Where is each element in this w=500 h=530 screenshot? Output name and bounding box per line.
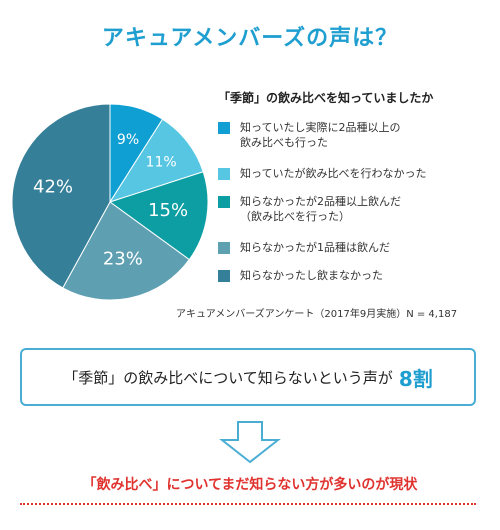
legend-swatch [218, 122, 230, 134]
legend-item: 知らなかったが2品種以上飲んだ （飲み比べを行った） [218, 194, 488, 224]
legend-swatch [218, 270, 230, 282]
pie-slice [62, 201, 190, 301]
callout-box: 「季節」の飲み比べについて知らないという声が 8割 [20, 348, 476, 406]
legend-swatch [218, 242, 230, 254]
legend-swatch [218, 168, 230, 180]
legend-label: 知っていたし実際に2品種以上の 飲み比べも行った [240, 121, 401, 149]
pie-slice [108, 118, 204, 203]
pie-slice-label: 9% [117, 132, 139, 148]
legend-label: 知らなかったが2品種以上飲んだ （飲み比べを行った） [240, 195, 401, 223]
legend-item: 知っていたが飲み比べを行わなかった [218, 166, 488, 181]
callout-highlight: 8割 [398, 366, 433, 391]
legend-item: 知らなかったが1品種は飲んだ [218, 240, 488, 255]
legend-label: 知らなかったが1品種は飲んだ [240, 241, 390, 254]
callout-text: 「季節」の飲み比べについて知らないという声が [63, 368, 393, 387]
legend-swatch [218, 196, 230, 208]
legend-item: 知っていたし実際に2品種以上の 飲み比べも行った [218, 120, 488, 150]
pie-slice-label: 15% [148, 200, 188, 221]
legend-label: 知っていたが飲み比べを行わなかった [240, 167, 427, 180]
down-arrow-icon [219, 421, 281, 464]
pie-chart: 9% 11% 15% 23% 42% [11, 103, 209, 301]
survey-source: アキュアメンバーズアンケート（2017年9月実施）N = 4,187 [176, 309, 458, 320]
legend-label: 知らなかったし飲まなかった [240, 269, 383, 282]
conclusion-text: 「飲み比べ」についてまだ知らない方が多いのが現状 [82, 477, 418, 493]
pie-slice-label: 42% [33, 176, 73, 197]
dotted-divider [20, 503, 476, 505]
pie-slice-label: 11% [146, 154, 177, 170]
chart-question: 「季節」の飲み比べを知っていましたか [218, 91, 434, 105]
page-title: アキュアメンバーズの声は？ [101, 26, 399, 51]
pie-slice-label: 23% [103, 248, 143, 269]
legend-item: 知らなかったし飲まなかった [218, 268, 488, 283]
pie-slice [108, 171, 209, 261]
pie-slice [11, 103, 111, 289]
